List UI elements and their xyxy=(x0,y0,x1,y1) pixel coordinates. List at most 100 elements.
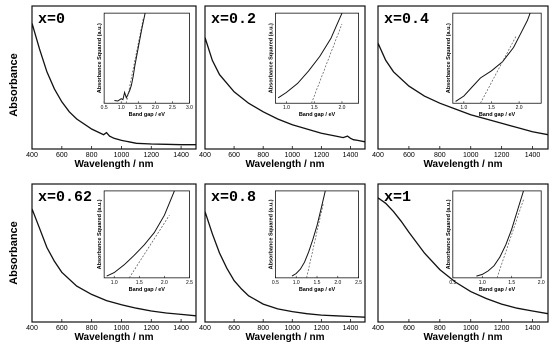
absorbance-curve xyxy=(31,208,197,317)
x-tick-label: 600 xyxy=(228,325,240,332)
inset-y-label: Absorbance Squared (a.u.) xyxy=(446,199,452,269)
inset-x-label: Band gap / eV xyxy=(129,287,166,293)
x-tick-label: 400 xyxy=(26,325,38,332)
absorbance-curve xyxy=(204,37,366,143)
inset-x-tick-label: 2.0 xyxy=(161,280,168,286)
x-tick-label: 600 xyxy=(56,152,68,159)
panel-label: x=1 xyxy=(384,189,411,206)
x-tick-label: 800 xyxy=(434,152,446,159)
x-tick-label: 1200 xyxy=(143,152,159,159)
x-tick-label: 1000 xyxy=(463,152,479,159)
x-tick-label: 1400 xyxy=(173,152,189,159)
x-tick-label: 1200 xyxy=(494,152,510,159)
inset-y-label: Absorbance Squared (a.u.) xyxy=(268,23,274,93)
x-tick-label: 600 xyxy=(228,152,240,159)
panel-4: 400 600 800 1000 1200 1400 Wavelength / nm x=0.… xyxy=(199,183,366,343)
tauc-curve xyxy=(291,190,326,277)
inset-frame xyxy=(452,190,542,279)
inset-x-tick-label: 1.5 xyxy=(508,280,515,286)
inset-y-label: Absorbance Squared (a.u.) xyxy=(97,23,103,93)
inset-x-label: Band gap / eV xyxy=(129,112,166,118)
inset-x-tick-label: 1.0 xyxy=(460,105,467,111)
inset-frame xyxy=(103,190,190,279)
x-tick-label: 1400 xyxy=(525,325,541,332)
inset-x-tick-label: 1.0 xyxy=(283,105,290,111)
x-tick-label: 1400 xyxy=(343,152,359,159)
x-axis-label: Wavelength / nm xyxy=(423,159,502,170)
inset-x-tick-label: 1.0 xyxy=(111,280,118,286)
x-tick-label: 800 xyxy=(257,325,269,332)
tauc-curve xyxy=(277,12,343,99)
x-tick-label: 1000 xyxy=(114,152,130,159)
panels-group: 400 600 800 1000 1200 1400 Wavelength / nm x=0 0… xyxy=(26,5,549,343)
inset-x-tick-label: 2.0 xyxy=(338,105,345,111)
x-axis-label: Wavelength / nm xyxy=(74,159,153,170)
tauc-curve xyxy=(114,13,146,102)
absorbance-curve xyxy=(377,42,549,136)
inset-x-label: Band gap / eV xyxy=(479,287,516,293)
x-tick-label: 1400 xyxy=(525,152,541,159)
inset-frame xyxy=(103,12,190,104)
inset-0: 0.5 1.0 1.5 2.0 2.5 3.0 Band gap / eV Absorbanc… xyxy=(97,12,193,118)
inset-y-label: Absorbance Squared (a.u.) xyxy=(268,199,274,269)
band-gap-fit-line xyxy=(311,23,343,104)
x-tick-label: 1200 xyxy=(314,152,330,159)
x-tick-label: 1000 xyxy=(463,325,479,332)
inset-x-tick-label: 1.5 xyxy=(488,105,495,111)
panel-5: 400 600 800 1000 1200 1400 Wavelength / nm x=1 0… xyxy=(372,183,549,343)
x-tick-label: 1400 xyxy=(343,325,359,332)
panel-label: x=0.62 xyxy=(38,189,92,206)
x-axis-label: Wavelength / nm xyxy=(423,332,502,343)
inset-x-tick-label: 0.5 xyxy=(101,105,108,111)
inset-x-tick-label: 1.5 xyxy=(136,280,143,286)
inset-x-tick-label: 2.5 xyxy=(355,280,362,286)
inset-x-tick-label: 1.0 xyxy=(293,280,300,286)
inset-x-tick-label: 1.5 xyxy=(314,280,321,286)
panel-0: 400 600 800 1000 1200 1400 Wavelength / nm x=0 0… xyxy=(26,5,197,170)
inset-x-label: Band gap / eV xyxy=(299,287,336,293)
inset-x-tick-label: 2.5 xyxy=(186,280,193,286)
panel-2: 400 600 800 1000 1200 1400 Wavelength / nm x=0.… xyxy=(372,5,549,170)
absorbance-curve xyxy=(377,197,549,315)
panel-1: 400 600 800 1000 1200 1400 Wavelength / nm x=0.… xyxy=(199,5,366,170)
x-axis-label: Wavelength / nm xyxy=(245,332,324,343)
absorbance-curve xyxy=(204,211,366,318)
x-tick-label: 400 xyxy=(199,325,211,332)
band-gap-fit-line xyxy=(480,35,517,104)
inset-x-tick-label: 2.0 xyxy=(152,105,159,111)
inset-3: 1.0 1.5 2.0 2.5 Band gap / eV Absorbance Squa… xyxy=(97,190,193,293)
inset-x-tick-label: 0.5 xyxy=(449,280,456,286)
inset-frame xyxy=(274,190,359,279)
x-tick-label: 400 xyxy=(26,152,38,159)
x-tick-label: 1200 xyxy=(314,325,330,332)
x-axis-label: Wavelength / nm xyxy=(245,159,324,170)
inset-5: 0.5 1.0 1.5 2.0 Band gap / eV Absorbance Squa… xyxy=(446,190,545,293)
x-tick-label: 400 xyxy=(372,152,384,159)
x-tick-label: 600 xyxy=(403,152,415,159)
inset-x-label: Band gap / eV xyxy=(479,112,516,118)
inset-x-tick-label: 1.5 xyxy=(311,105,318,111)
panel-label: x=0.2 xyxy=(211,11,256,28)
panel-label: x=0.4 xyxy=(384,11,429,28)
row2-ylabel: Absorbance xyxy=(8,221,20,285)
x-tick-label: 600 xyxy=(56,325,68,332)
inset-x-tick-label: 2.0 xyxy=(334,280,341,286)
inset-y-label: Absorbance Squared (a.u.) xyxy=(97,199,103,269)
x-tick-label: 1000 xyxy=(114,325,130,332)
inset-y-label: Absorbance Squared (a.u.) xyxy=(446,23,452,93)
panel-3: 400 600 800 1000 1200 1400 Wavelength / nm x=0.… xyxy=(26,183,197,343)
tauc-curve xyxy=(455,13,531,102)
inset-x-tick-label: 1.5 xyxy=(135,105,142,111)
band-gap-fit-line xyxy=(306,203,324,278)
x-tick-label: 400 xyxy=(199,152,211,159)
inset-x-tick-label: 1.0 xyxy=(479,280,486,286)
inset-x-label: Band gap / eV xyxy=(299,112,336,118)
x-tick-label: 800 xyxy=(86,325,98,332)
inset-x-tick-label: 2.5 xyxy=(169,105,176,111)
x-tick-label: 1000 xyxy=(284,325,300,332)
x-tick-label: 800 xyxy=(86,152,98,159)
band-gap-fit-line xyxy=(125,17,144,104)
